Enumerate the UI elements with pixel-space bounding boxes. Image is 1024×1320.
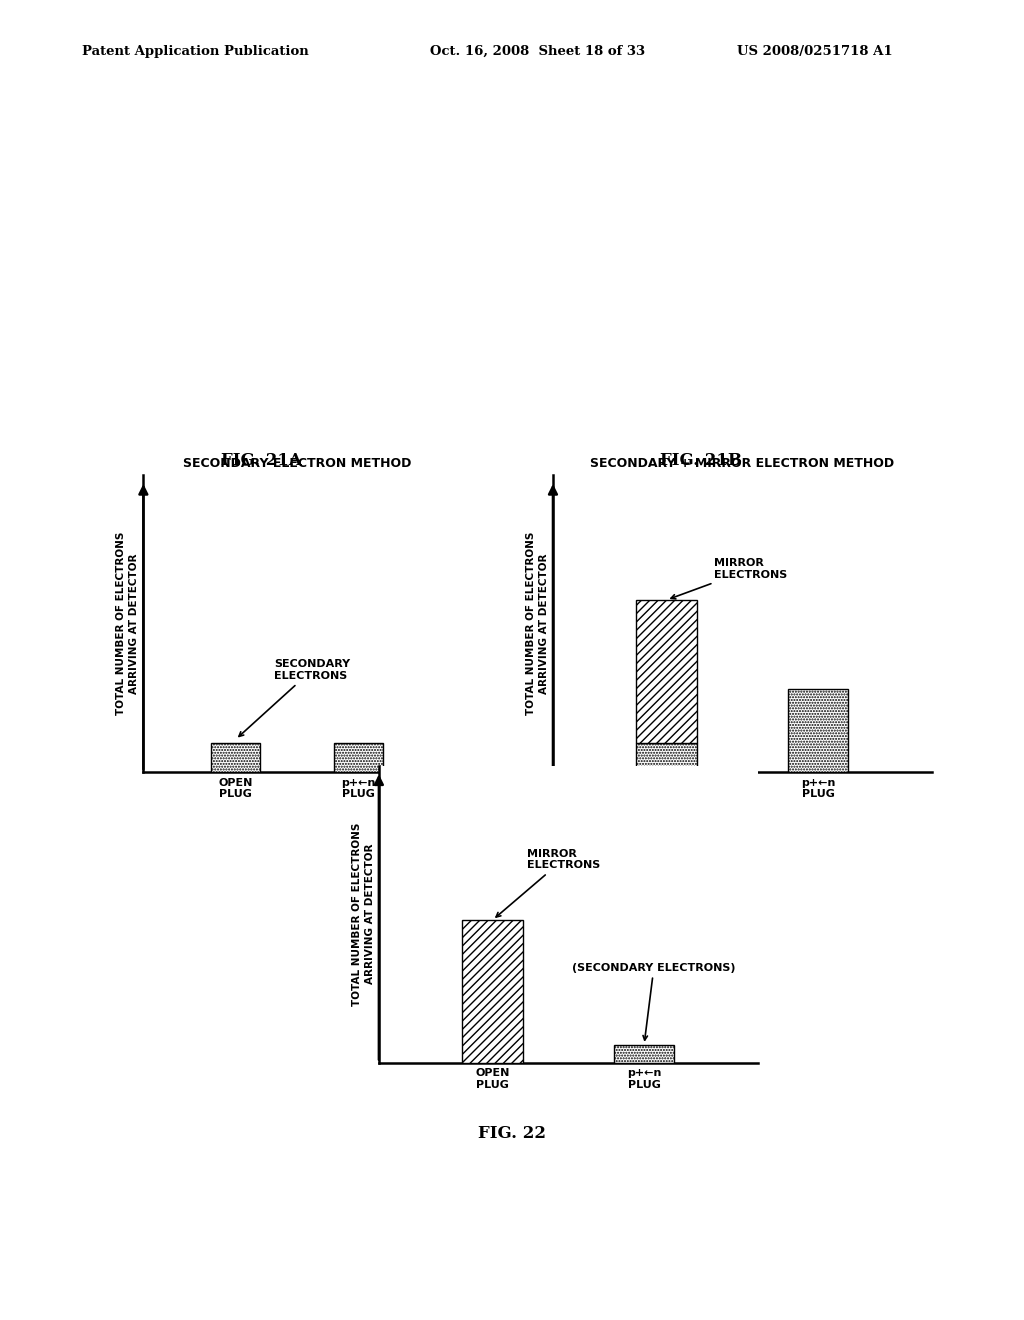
Text: US 2008/0251718 A1: US 2008/0251718 A1 — [737, 45, 893, 58]
Bar — [211, 742, 260, 772]
Text: FIG. 21A: FIG. 21A — [221, 451, 301, 469]
Y-axis label: TOTAL NUMBER OF ELECTRONS
ARRIVING AT DETECTOR: TOTAL NUMBER OF ELECTRONS ARRIVING AT DE… — [525, 532, 549, 715]
Y-axis label: TOTAL NUMBER OF ELECTRONS
ARRIVING AT DETECTOR: TOTAL NUMBER OF ELECTRONS ARRIVING AT DE… — [351, 822, 375, 1006]
Title: SECONDARY ELECTRON METHOD: SECONDARY ELECTRON METHOD — [182, 457, 412, 470]
Text: Oct. 16, 2008  Sheet 18 of 33: Oct. 16, 2008 Sheet 18 of 33 — [430, 45, 645, 58]
Bar — [462, 920, 523, 1063]
Text: (SECONDARY ELECTRONS): (SECONDARY ELECTRONS) — [572, 962, 735, 1040]
Text: SECONDARY
ELECTRONS: SECONDARY ELECTRONS — [239, 660, 350, 737]
Bar — [636, 599, 697, 742]
Bar — [787, 689, 849, 772]
Title: SECONDARY + MIRROR ELECTRON METHOD: SECONDARY + MIRROR ELECTRON METHOD — [591, 457, 894, 470]
Text: Patent Application Publication: Patent Application Publication — [82, 45, 308, 58]
Text: MIRROR
ELECTRONS: MIRROR ELECTRONS — [496, 849, 600, 917]
Text: MIRROR
ELECTRONS: MIRROR ELECTRONS — [671, 558, 787, 599]
Bar — [334, 742, 383, 772]
Y-axis label: TOTAL NUMBER OF ELECTRONS
ARRIVING AT DETECTOR: TOTAL NUMBER OF ELECTRONS ARRIVING AT DE… — [116, 532, 139, 715]
Text: FIG. 22: FIG. 22 — [478, 1125, 546, 1142]
Bar — [613, 1045, 675, 1063]
Bar — [636, 742, 697, 772]
Text: FIG. 21B: FIG. 21B — [660, 451, 742, 469]
